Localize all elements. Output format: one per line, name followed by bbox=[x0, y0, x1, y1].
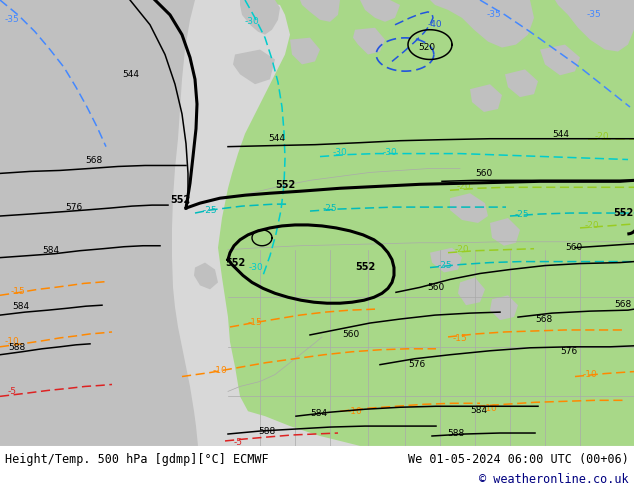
Text: 584: 584 bbox=[12, 302, 29, 311]
Polygon shape bbox=[353, 28, 385, 54]
Polygon shape bbox=[430, 248, 462, 272]
Text: 568: 568 bbox=[535, 315, 552, 324]
Text: 544: 544 bbox=[122, 70, 139, 79]
Text: -10: -10 bbox=[212, 366, 228, 375]
Polygon shape bbox=[0, 0, 198, 446]
Text: -15: -15 bbox=[11, 287, 25, 296]
Polygon shape bbox=[505, 70, 538, 97]
Text: © weatheronline.co.uk: © weatheronline.co.uk bbox=[479, 473, 629, 487]
Text: 560: 560 bbox=[342, 330, 359, 339]
Text: -40: -40 bbox=[428, 20, 443, 29]
Text: 568: 568 bbox=[85, 156, 102, 166]
Text: -35: -35 bbox=[4, 15, 20, 24]
Text: -30: -30 bbox=[333, 148, 347, 157]
Text: Height/Temp. 500 hPa [gdmp][°C] ECMWF: Height/Temp. 500 hPa [gdmp][°C] ECMWF bbox=[5, 453, 269, 466]
Text: -5: -5 bbox=[8, 387, 16, 396]
Polygon shape bbox=[290, 38, 320, 64]
Text: We 01-05-2024 06:00 UTC (00+06): We 01-05-2024 06:00 UTC (00+06) bbox=[408, 453, 629, 466]
Text: 568: 568 bbox=[614, 300, 631, 309]
Text: 560: 560 bbox=[427, 283, 444, 293]
Text: -35: -35 bbox=[586, 10, 602, 20]
Text: -35: -35 bbox=[487, 10, 501, 20]
Text: 544: 544 bbox=[268, 134, 285, 143]
Polygon shape bbox=[240, 0, 280, 35]
Text: 584: 584 bbox=[42, 245, 59, 255]
Text: -25: -25 bbox=[323, 203, 337, 213]
Polygon shape bbox=[195, 0, 634, 446]
Text: 576: 576 bbox=[65, 203, 82, 212]
Text: -15: -15 bbox=[453, 334, 467, 343]
Polygon shape bbox=[450, 193, 488, 223]
Text: 588: 588 bbox=[258, 427, 275, 436]
Text: -30: -30 bbox=[249, 263, 263, 272]
Text: -10: -10 bbox=[482, 404, 498, 413]
Text: 588: 588 bbox=[447, 429, 464, 438]
Text: 584: 584 bbox=[470, 406, 487, 415]
Text: -25: -25 bbox=[203, 206, 217, 215]
Text: -5: -5 bbox=[233, 439, 242, 447]
Text: -15: -15 bbox=[248, 318, 262, 326]
Text: 576: 576 bbox=[560, 347, 577, 356]
Text: 552: 552 bbox=[170, 195, 190, 205]
Text: -20: -20 bbox=[455, 245, 469, 254]
Text: -20: -20 bbox=[595, 132, 609, 141]
Text: -10: -10 bbox=[4, 337, 20, 346]
Text: -30: -30 bbox=[383, 148, 398, 157]
Polygon shape bbox=[555, 0, 634, 51]
Text: -10: -10 bbox=[583, 370, 597, 379]
Text: -20: -20 bbox=[456, 182, 471, 191]
Text: -10: -10 bbox=[347, 407, 363, 416]
Polygon shape bbox=[490, 218, 520, 246]
Text: 576: 576 bbox=[408, 360, 425, 368]
Polygon shape bbox=[458, 277, 485, 305]
Polygon shape bbox=[490, 295, 518, 320]
Text: 520: 520 bbox=[418, 43, 435, 51]
Text: 552: 552 bbox=[355, 262, 375, 271]
Text: 560: 560 bbox=[565, 243, 582, 252]
Text: -20: -20 bbox=[585, 221, 599, 230]
Text: 552: 552 bbox=[613, 208, 633, 218]
Polygon shape bbox=[360, 0, 400, 22]
Text: 552: 552 bbox=[225, 258, 245, 268]
Polygon shape bbox=[233, 49, 275, 84]
Text: 588: 588 bbox=[8, 343, 25, 352]
Polygon shape bbox=[194, 263, 218, 289]
Text: 544: 544 bbox=[552, 130, 569, 139]
Polygon shape bbox=[540, 45, 580, 75]
Text: -25: -25 bbox=[515, 210, 529, 219]
Text: 584: 584 bbox=[310, 409, 327, 418]
Polygon shape bbox=[430, 0, 534, 48]
Polygon shape bbox=[470, 84, 502, 112]
Text: -30: -30 bbox=[245, 17, 259, 26]
Text: 560: 560 bbox=[475, 170, 492, 178]
Text: 552: 552 bbox=[275, 180, 295, 190]
Text: -25: -25 bbox=[437, 261, 452, 270]
Polygon shape bbox=[300, 0, 340, 22]
